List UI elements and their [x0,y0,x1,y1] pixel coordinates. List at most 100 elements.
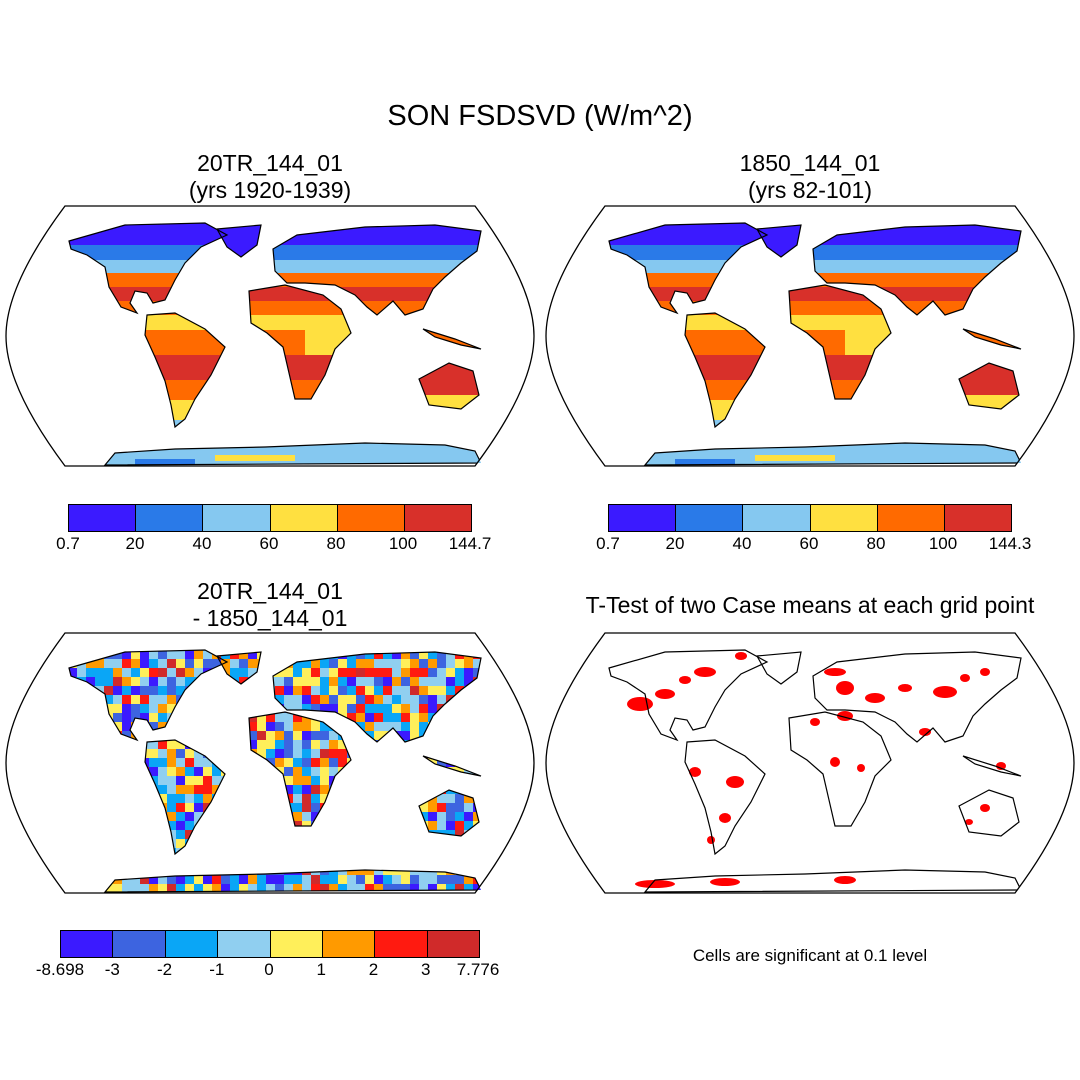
significant-cell [996,762,1006,770]
significant-cell [865,693,885,703]
coastline-greenland [216,224,262,258]
significant-cell [836,681,854,695]
panel-4-title: T-Test of two Case means at each grid po… [585,592,1035,618]
coastline-eurasia [272,224,482,316]
coastline-africa [788,711,892,827]
significant-cell [627,697,653,711]
colorbar-1850-mean [608,504,1012,532]
significant-cell [933,686,957,698]
coastline-antarctica [643,442,1022,466]
coastline-eurasia [272,651,482,743]
coastline-indonesia [962,328,1022,350]
map-frame [5,205,535,467]
colorbar-tick-label: -2 [156,960,173,979]
panel-2-title-line2: (yrs 82-101) [748,177,872,203]
map-frame [5,632,535,894]
colorbar-tick-label: 3 [421,960,431,979]
map-difference [5,632,535,894]
land-australia [419,790,479,836]
colorbar-tick-label: 7.776 [456,960,500,979]
colorbar-swatch [218,931,271,957]
coastline-antarctica [103,869,482,893]
significant-cell [719,813,731,823]
coastline-eurasia [812,651,1022,743]
significant-cell [707,836,715,844]
coastline-indonesia [422,755,482,777]
colorbar-swatch [165,931,219,957]
colorbar-swatch [270,505,338,531]
coastlines [68,649,482,893]
panel-3-title-line2: - 1850_144_01 [192,605,348,631]
colorbar-difference [60,930,480,958]
colorbar-tick-label: -1 [209,960,225,979]
map-t-test [545,632,1075,894]
significant-cell [965,819,973,825]
colorbar-20tr-mean [68,504,472,532]
coastline-greenland [756,224,802,258]
significant-cell [898,684,912,692]
map-frame [545,205,1075,467]
colorbar-tick-label: 100 [388,534,418,553]
colorbar-swatch [944,505,1012,531]
coastline-africa [248,284,352,400]
colorbar-tick-label: 20 [125,534,145,553]
coastline-northAmerica [68,222,229,315]
coastline-africa [248,711,352,827]
colorbar-swatch [203,505,271,531]
colorbar-swatch [877,505,945,531]
colorbar-swatch [322,931,376,957]
significant-cell [980,668,990,676]
colorbar-swatch [270,931,323,957]
significant-cell [694,667,716,677]
colorbar-swatch [427,931,479,957]
coastline-australia [418,362,480,410]
panel-3-title: 20TR_144_01 - 1850_144_01 [70,578,470,632]
coastline-australia [958,362,1020,410]
coastline-antarctica [643,869,1022,893]
panel-2-title-line1: 1850_144_01 [739,150,881,176]
colorbar-tick-label: 40 [732,534,752,553]
significant-cell [679,676,691,684]
colorbar-tick-label: 144.7 [448,534,492,553]
significant-cell [710,878,740,886]
colorbar-swatch [69,505,137,531]
coastline-southAmerica [144,312,226,429]
colorbar-tick-label: 144.3 [988,534,1032,553]
panel-1-title-line2: (yrs 1920-1939) [188,177,352,203]
colorbar-swatch [375,931,428,957]
panel-3-title-line1: 20TR_144_01 [197,578,343,604]
colorbar-tick-label: 0.7 [596,534,620,553]
map-1850-mean [545,205,1075,467]
coastline-northAmerica [68,649,229,742]
colorbar-tick-label: 60 [799,534,819,553]
coastlines [608,222,1022,466]
coastlines [608,649,1022,893]
map-20tr-mean [5,205,535,467]
colorbar-swatch [743,505,811,531]
significant-cell [635,880,675,888]
significant-cell [810,718,820,726]
significant-cell [735,652,747,660]
colorbar-tick-label: 80 [866,534,886,553]
significant-cell [655,689,675,699]
coastline-indonesia [962,755,1022,777]
figure-title: SON FSDSVD (W/m^2) [387,100,693,132]
colorbar-tick-label: 1 [316,960,326,979]
significant-cell [830,757,840,767]
colorbar-tick-label: 80 [326,534,346,553]
colorbar-tick-label: 0 [264,960,274,979]
colorbar-swatch [61,931,114,957]
colorbar-tick-label: 20 [665,534,685,553]
coastline-greenland [216,651,262,685]
coastline-northAmerica [608,222,769,315]
colorbar-tick-label: -3 [104,960,120,979]
coastline-australia [418,789,480,837]
panel-1-title: 20TR_144_01 (yrs 1920-1939) [70,150,470,204]
coastline-greenland [756,651,802,685]
coastline-indonesia [422,328,482,350]
coastline-southAmerica [684,312,766,429]
colorbar-swatch [404,505,472,531]
colorbar-swatch [113,931,166,957]
coastlines [68,222,482,466]
colorbar-tick-label: 100 [928,534,958,553]
